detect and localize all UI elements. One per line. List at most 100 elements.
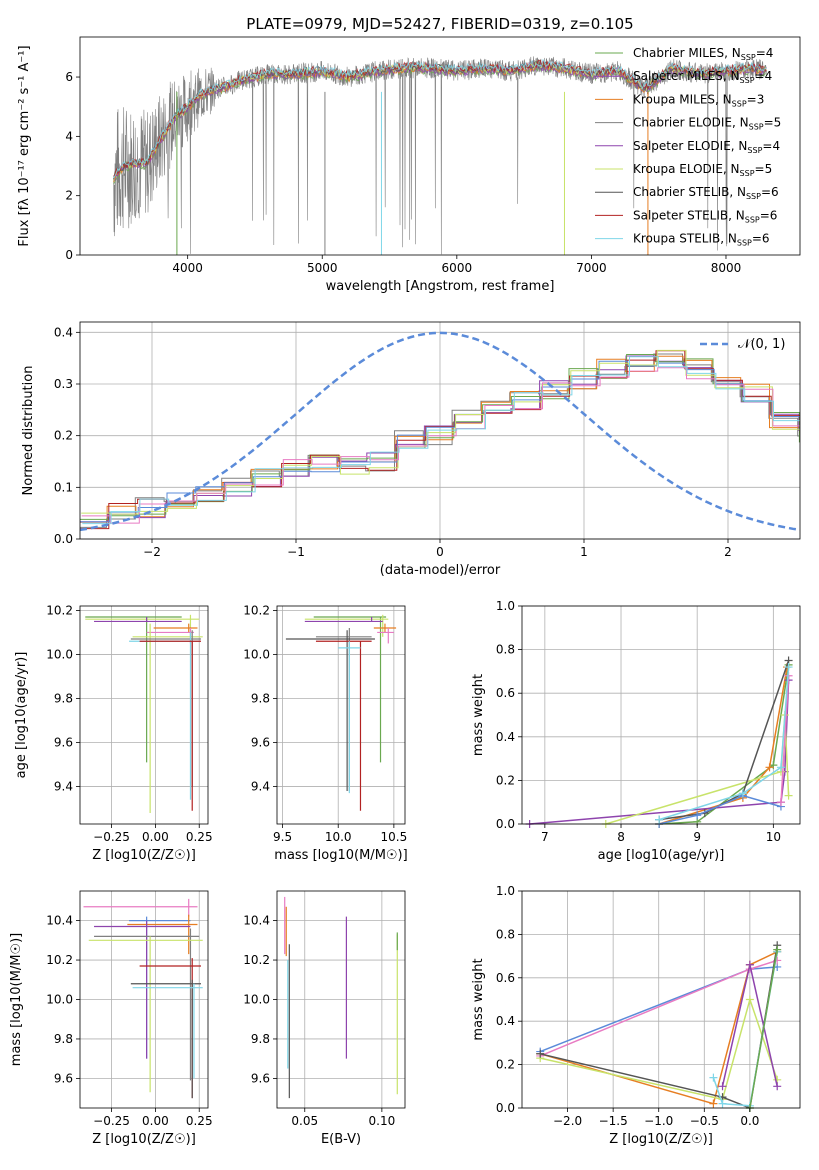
weight_vs_age-ytick-label: 1.0 xyxy=(496,599,515,613)
weight_vs_age-ylabel: mass weight xyxy=(471,674,486,756)
histogram-series xyxy=(81,367,800,524)
mass_vs_Z-ytick-label: 10.4 xyxy=(46,914,73,928)
weight-point-marker xyxy=(709,1073,718,1082)
legend-subscript: SSP xyxy=(740,76,755,85)
weight-series-line xyxy=(658,666,790,821)
weight_vs_Z-ylabel: mass weight xyxy=(471,958,486,1040)
parameter-panels: −0.25 0.00 0.25 9.4 9.6 9.8 10.0 10.2 Z [log10(Z… xyxy=(9,599,801,1147)
mass_vs_Z-panel: −0.25 0.00 0.25 9.6 9.8 10.0 10.2 10.4 Z [log10(… xyxy=(9,890,213,1147)
mass_vs_ebv-ytick-label: 9.8 xyxy=(251,1032,270,1046)
weight_vs_age-xtick-label: 9 xyxy=(693,830,701,844)
weight_vs_Z-ytick-label: 0.6 xyxy=(496,971,515,985)
spectrum-ytick-label: 2 xyxy=(65,189,73,203)
weight-point-marker xyxy=(765,763,774,772)
weight_vs_age-panel: 7 8 9 10 0.0 0.2 0.4 0.6 0.8 1.0 age [log10(age/yr… xyxy=(471,599,801,863)
legend-subscript: SSP xyxy=(747,146,762,155)
weight_vs_age-grid xyxy=(522,605,800,825)
legend-suffix: =5 xyxy=(764,116,782,130)
legend-label: Chabrier ELODIE, NSSP=5 xyxy=(633,116,781,132)
age_vs_mass-ytick-label: 10.2 xyxy=(243,603,270,617)
age_vs_mass-plot-area xyxy=(285,614,397,811)
age_vs_Z-ytick-label: 9.8 xyxy=(54,691,73,705)
weight-point-marker xyxy=(709,1099,718,1108)
legend-suffix: =5 xyxy=(755,162,773,176)
mass_vs_ebv-ytick-label: 9.6 xyxy=(251,1071,270,1085)
weight-series-line xyxy=(658,660,790,821)
weight_vs_Z-xtick-label: 0.0 xyxy=(740,1114,759,1128)
legend-label: Kroupa STELIB, NSSP=6 xyxy=(633,232,770,248)
weight_vs_Z-ytick-label: 0.0 xyxy=(496,1101,515,1115)
legend-suffix: =6 xyxy=(761,185,779,199)
residuals-ytick-label: 0.4 xyxy=(54,325,73,339)
residuals-ytick-label: 0.0 xyxy=(54,532,73,546)
legend-subscript: SSP xyxy=(745,215,760,224)
weight-point-marker xyxy=(745,960,754,969)
weight_vs_Z-ytick-label: 0.8 xyxy=(496,927,515,941)
weight-series-line xyxy=(539,951,778,1105)
weight_vs_Z-ytick-label: 0.2 xyxy=(496,1058,515,1072)
spectrum-xtick-label: 5000 xyxy=(307,261,338,275)
mass_vs_ebv-panel: 0.05 0.10 9.6 9.8 10.0 10.2 10.4 E(B-V) xyxy=(243,890,406,1147)
age_vs_mass-ytick-label: 10.0 xyxy=(243,647,270,661)
legend-subscript: SSP xyxy=(740,169,755,178)
weight-series-line xyxy=(658,794,782,825)
legend-subscript: SSP xyxy=(741,53,756,62)
histogram-plot-area xyxy=(80,331,800,532)
weight_vs_age-xlabel: age [log10(age/yr)] xyxy=(598,848,725,863)
mass_vs_Z-xtick-label: 0.25 xyxy=(186,1114,213,1128)
mass_vs_Z-plot-area xyxy=(83,898,203,1099)
legend-label: Chabrier STELIB, NSSP=6 xyxy=(633,185,779,201)
age_vs_Z-panel: −0.25 0.00 0.25 9.4 9.6 9.8 10.0 10.2 Z [log10(Z… xyxy=(14,603,213,863)
weight_vs_Z-xtick-label: −2.0 xyxy=(553,1114,582,1128)
legend-subscript: SSP xyxy=(737,239,752,248)
weight-point-marker xyxy=(655,815,664,824)
age_vs_mass-grid xyxy=(277,606,405,824)
weight_vs_Z-xtick-label: −1.0 xyxy=(644,1114,673,1128)
legend-label: Chabrier MILES, NSSP=4 xyxy=(633,46,773,62)
weight_vs_age-xtick-label: 10 xyxy=(766,830,781,844)
legend-label: Salpeter MILES, NSSP=4 xyxy=(633,69,772,85)
weight_vs_age-ytick-label: 0.8 xyxy=(496,643,515,657)
residuals-ytick-label: 0.3 xyxy=(54,377,73,391)
age_vs_mass-xtick-label: 9.5 xyxy=(273,830,292,844)
legend-suffix: =3 xyxy=(747,92,765,106)
weight-point-marker xyxy=(718,1099,727,1108)
age_vs_Z-ytick-label: 9.6 xyxy=(54,736,73,750)
legend-subscript: SSP xyxy=(749,123,764,132)
weight_vs_Z-ytick-label: 0.4 xyxy=(496,1014,515,1028)
residuals-xtick-label: −1 xyxy=(287,545,305,559)
weight_vs_Z-ytick-label: 1.0 xyxy=(496,884,515,898)
mass_vs_ebv-ytick-label: 10.0 xyxy=(243,993,270,1007)
weight_vs_age-frame xyxy=(521,605,801,825)
weight-series-line xyxy=(658,666,788,825)
weight_vs_age-ytick-label: 0.0 xyxy=(496,817,515,831)
weight_vs_Z-xtick-label: −1.5 xyxy=(599,1114,628,1128)
weight_vs_age-xtick-label: 7 xyxy=(541,830,549,844)
age_vs_Z-ytick-label: 10.0 xyxy=(46,647,73,661)
spectrum-xlabel: wavelength [Angstrom, rest frame] xyxy=(326,279,555,294)
histogram-series xyxy=(80,350,800,530)
histogram-series xyxy=(80,353,800,528)
age_vs_Z-frame xyxy=(79,605,209,825)
weight-point-marker xyxy=(718,1082,727,1091)
weight_vs_Z-plot-area xyxy=(536,941,782,1112)
mass_vs_ebv-ytick-label: 10.4 xyxy=(243,914,270,928)
figure-title: PLATE=0979, MJD=52427, FIBERID=0319, z=0… xyxy=(246,15,633,33)
weight-series-line xyxy=(780,675,790,803)
age_vs_Z-ytick-label: 9.4 xyxy=(54,780,73,794)
weight-series-line xyxy=(540,996,778,1101)
legend-suffix: =6 xyxy=(752,232,770,246)
weight-point-marker xyxy=(784,791,793,800)
age_vs_Z-xtick-label: 0.25 xyxy=(186,830,213,844)
age_vs_mass-xtick-label: 10.5 xyxy=(381,830,408,844)
weight_vs_Z-frame xyxy=(521,890,801,1109)
age_vs_Z-xtick-label: −0.25 xyxy=(93,830,130,844)
residuals-ytick-label: 0.2 xyxy=(54,429,73,443)
legend-label: Salpeter STELIB, NSSP=6 xyxy=(633,208,777,224)
weight_vs_Z-xlabel: Z [log10(Z/Z☉)] xyxy=(609,1132,713,1147)
histogram-series xyxy=(80,355,800,523)
weight-point-marker xyxy=(536,1049,545,1058)
spectrum-xtick-label: 4000 xyxy=(172,261,203,275)
residuals-ytick-label: 0.1 xyxy=(54,480,73,494)
